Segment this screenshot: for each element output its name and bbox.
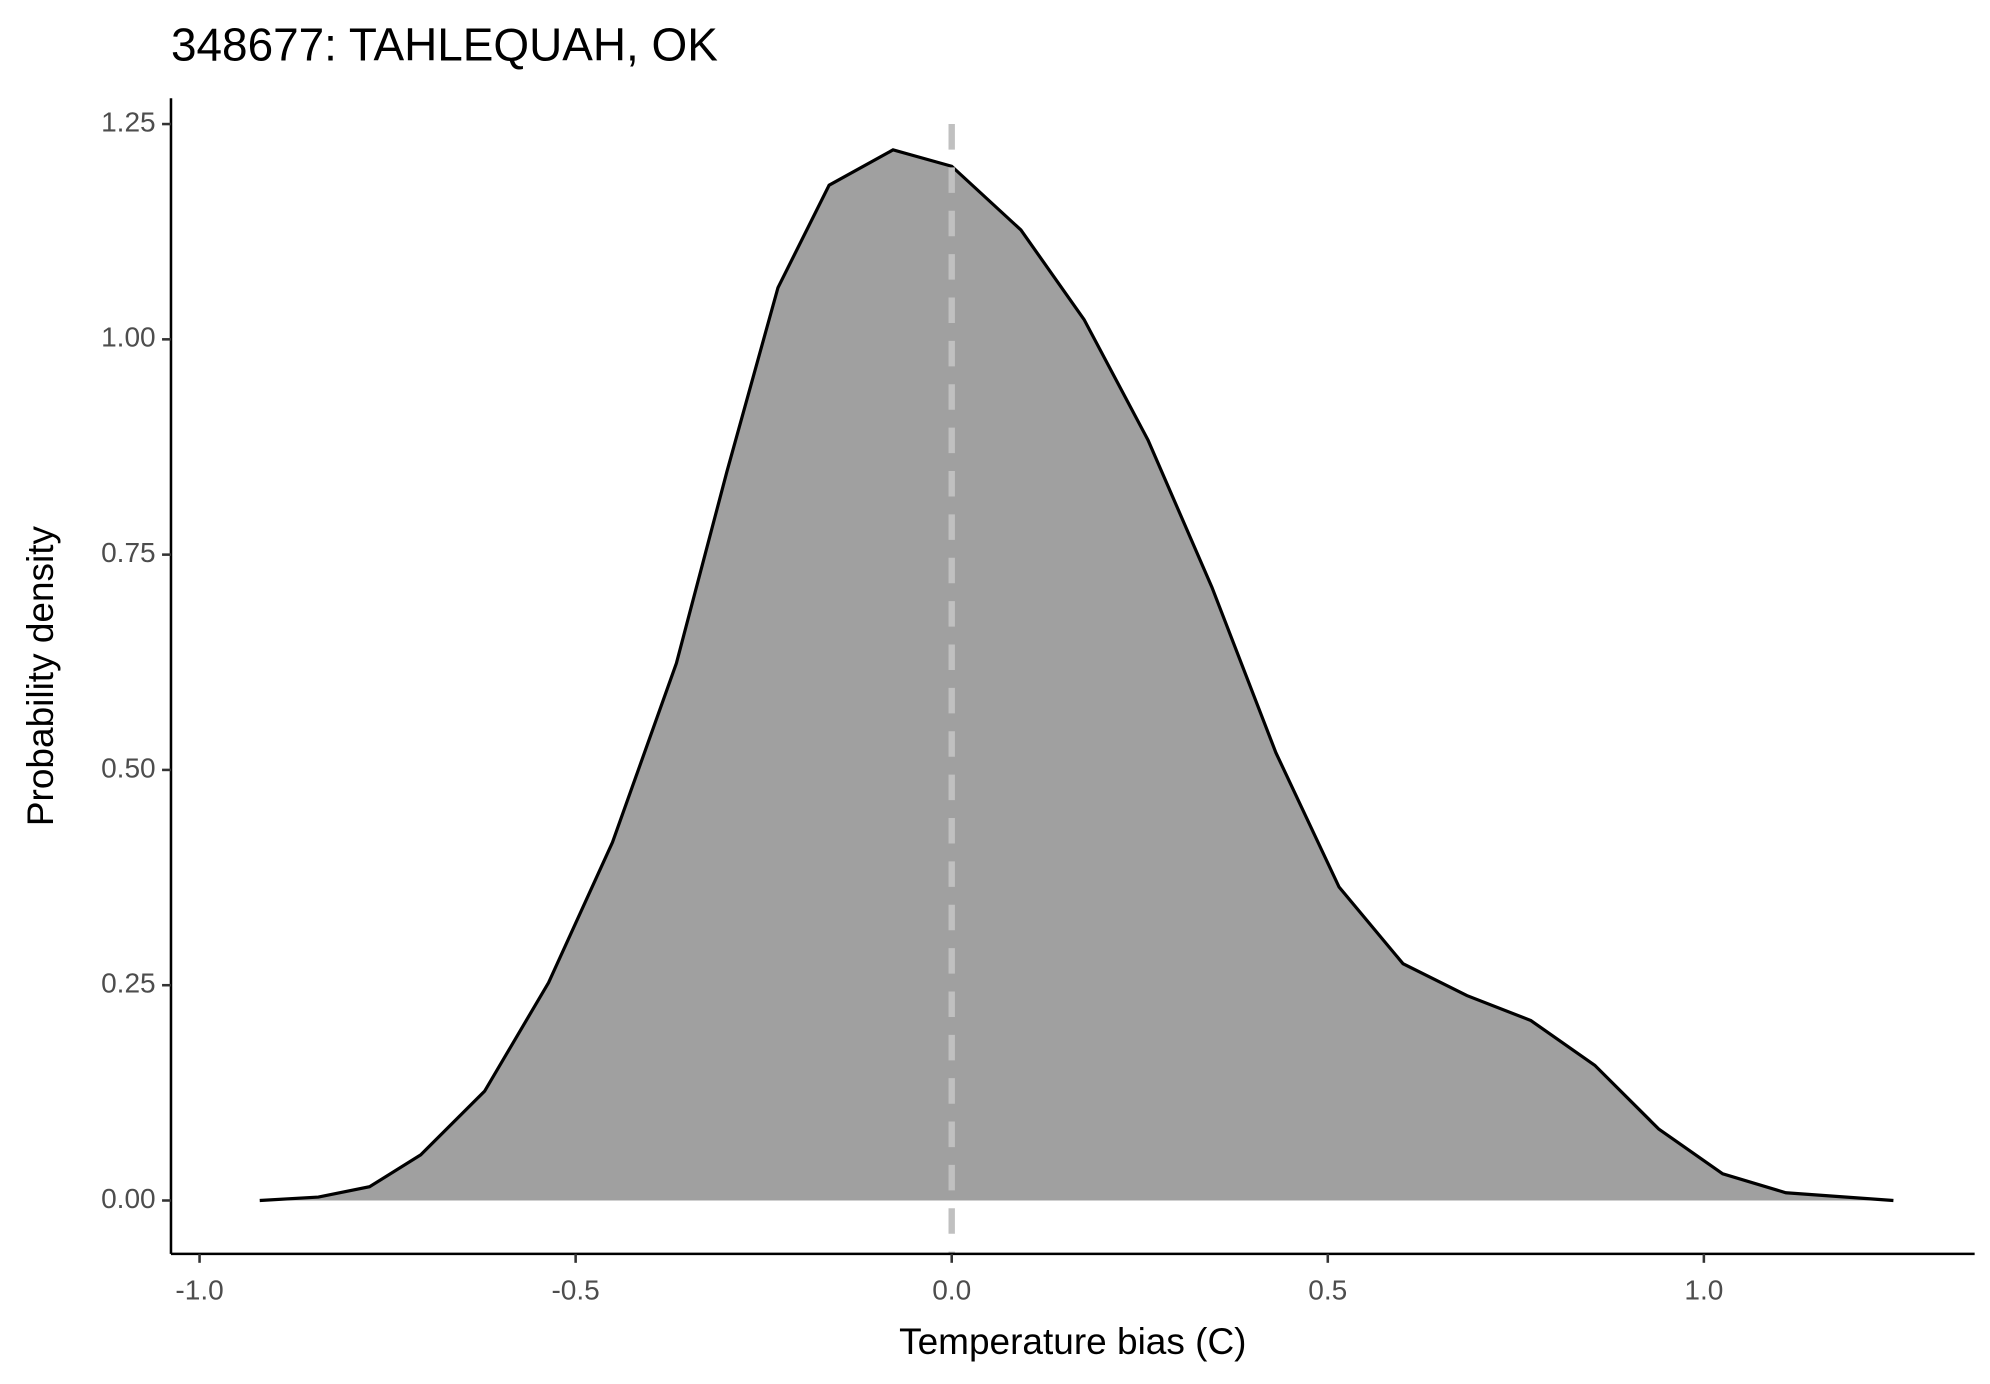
- x-tick-label: -0.5: [551, 1275, 599, 1306]
- x-axis-title: Temperature bias (C): [899, 1321, 1246, 1362]
- y-tick-label: 0.50: [101, 752, 156, 783]
- y-tick-label: 1.00: [101, 322, 156, 353]
- y-tick-label: 0.75: [101, 537, 156, 568]
- x-tick-label: -1.0: [175, 1275, 223, 1306]
- density-line: [259, 148, 1894, 1203]
- chart-title: 348677: TAHLEQUAH, OK: [171, 19, 718, 71]
- density-area: [259, 149, 1894, 1201]
- x-tick-label: 1.0: [1684, 1275, 1723, 1306]
- x-tick-label: 0.0: [932, 1275, 971, 1306]
- y-tick-label: 0.25: [101, 968, 156, 999]
- x-tick-label: 0.5: [1308, 1275, 1347, 1306]
- y-tick-label: 0.00: [101, 1183, 156, 1214]
- y-axis-title: Probability density: [20, 525, 61, 826]
- y-tick-label: 1.25: [101, 106, 156, 137]
